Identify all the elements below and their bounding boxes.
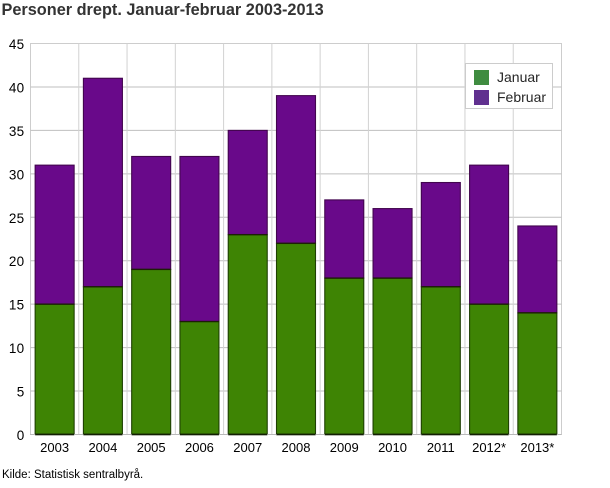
- svg-text:45: 45: [9, 37, 25, 52]
- svg-text:2008: 2008: [282, 440, 311, 455]
- svg-text:Januar: Januar: [497, 69, 540, 85]
- svg-text:2011: 2011: [427, 440, 455, 455]
- svg-text:15: 15: [9, 298, 25, 313]
- svg-text:2009: 2009: [330, 440, 359, 455]
- svg-text:20: 20: [9, 254, 25, 269]
- svg-text:35: 35: [9, 124, 25, 139]
- svg-text:2013*: 2013*: [520, 440, 554, 455]
- svg-text:10: 10: [9, 341, 25, 356]
- svg-text:5: 5: [17, 385, 25, 400]
- svg-text:2012*: 2012*: [472, 440, 506, 455]
- svg-text:2003: 2003: [40, 440, 69, 455]
- svg-text:40: 40: [9, 80, 25, 95]
- svg-text:Februar: Februar: [497, 89, 546, 105]
- svg-text:25: 25: [9, 211, 25, 226]
- svg-text:30: 30: [9, 167, 25, 182]
- svg-text:2005: 2005: [137, 440, 166, 455]
- svg-text:0: 0: [17, 428, 25, 443]
- svg-text:2004: 2004: [88, 440, 117, 455]
- svg-text:2010: 2010: [378, 440, 407, 455]
- svg-text:2006: 2006: [185, 440, 214, 455]
- svg-text:2007: 2007: [233, 440, 262, 455]
